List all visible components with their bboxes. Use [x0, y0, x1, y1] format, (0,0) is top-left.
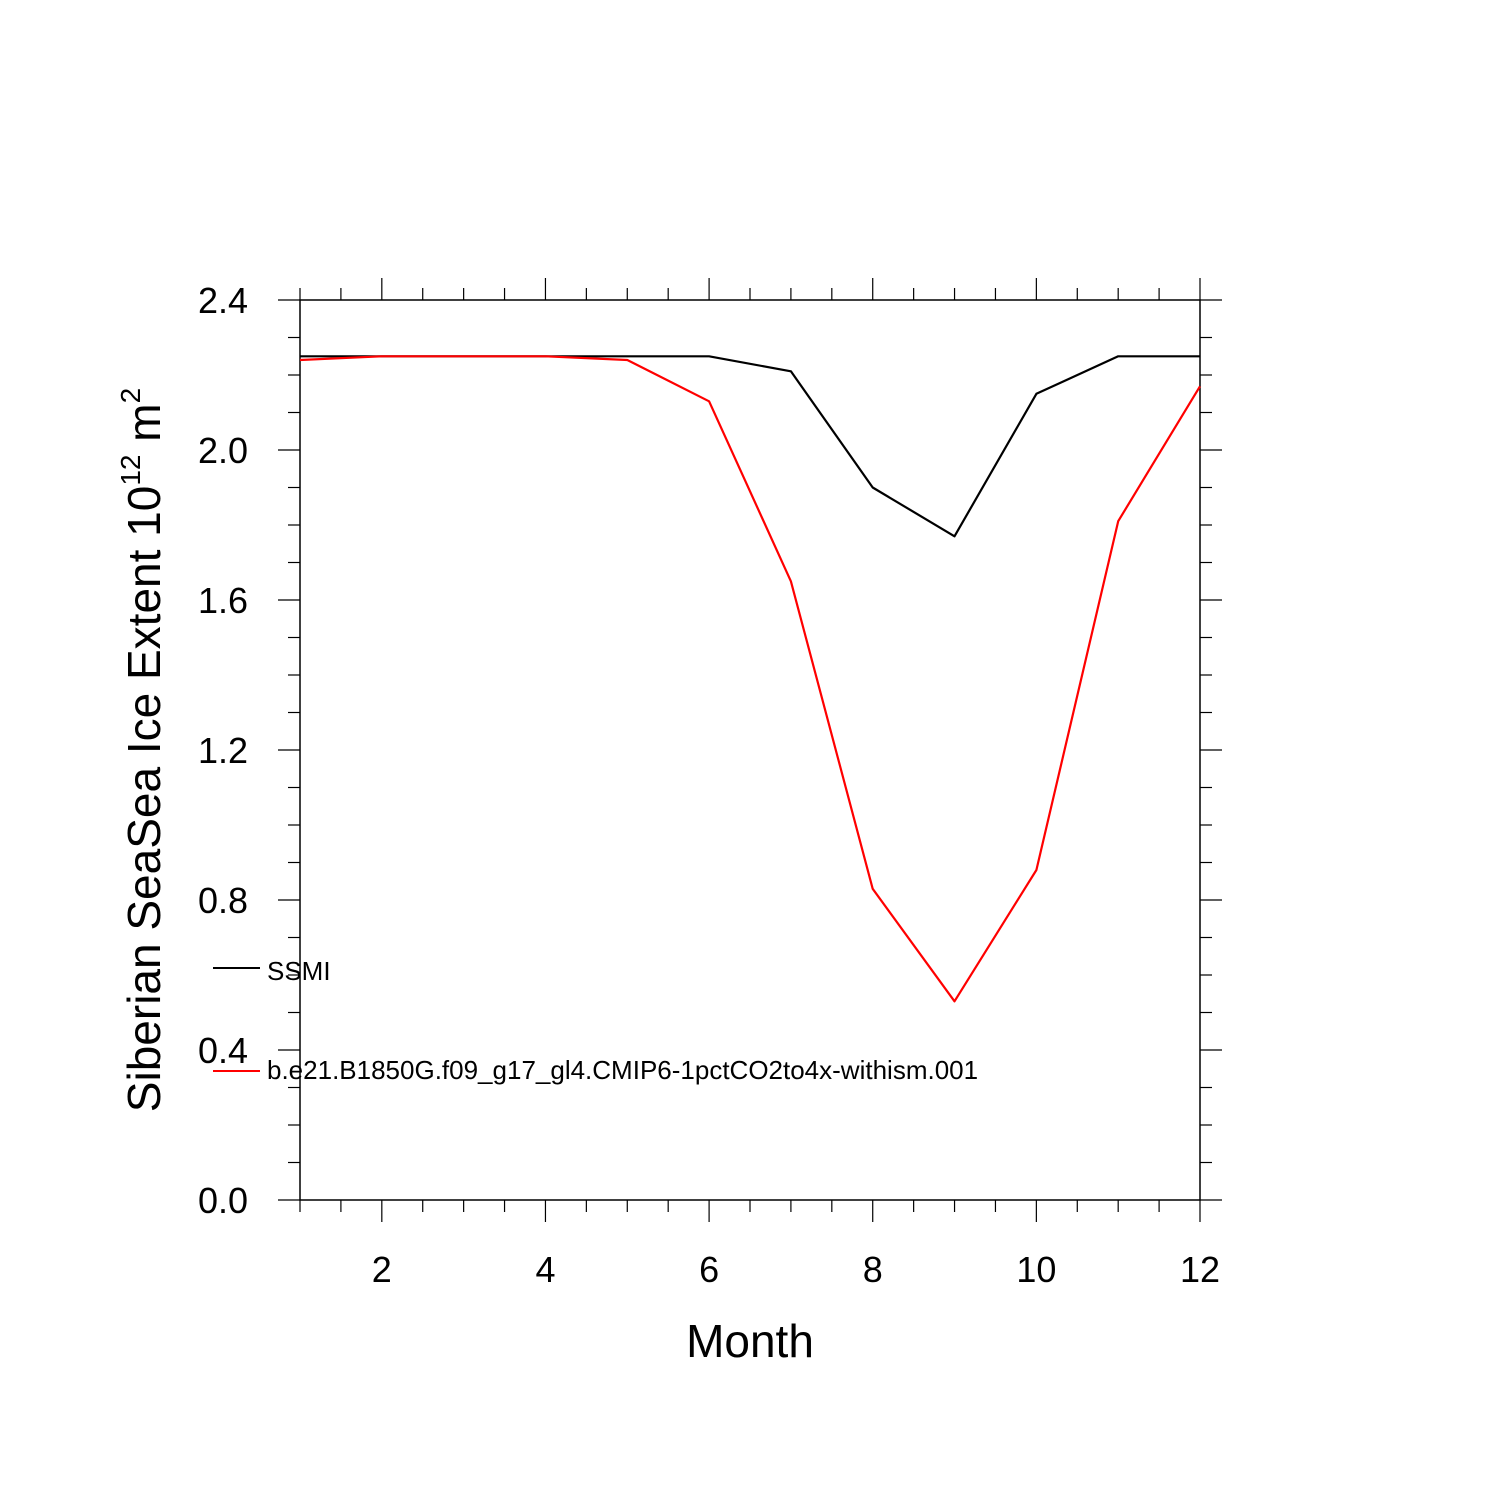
y-tick-label: 2.4	[198, 280, 248, 321]
legend-label-model: b.e21.B1850G.f09_g17_gl4.CMIP6-1pctCO2to…	[267, 1055, 978, 1085]
y-axis-title-unit: m	[118, 403, 170, 441]
legend-entry-ssmi: SSMI	[213, 956, 331, 986]
x-tick-label: 10	[1016, 1249, 1056, 1290]
x-tick-label: 6	[699, 1249, 719, 1290]
tick-labels: 2 4 6 8 10 12 0.0 0.4 0.8 1.2 1.6 2.0 2.4	[198, 280, 1220, 1290]
plot-frame	[299, 299, 1201, 1201]
series-line-1	[299, 355, 1201, 1003]
series-lines	[299, 355, 1201, 1003]
x-tick-label: 12	[1180, 1249, 1220, 1290]
y-axis-title-unit-exponent: 2	[115, 388, 146, 404]
x-tick-label: 4	[535, 1249, 555, 1290]
x-tick-label: 8	[863, 1249, 883, 1290]
legend: SSMI b.e21.B1850G.f09_g17_gl4.CMIP6-1pct…	[213, 956, 978, 1085]
y-tick-label: 0.0	[198, 1180, 248, 1221]
axis-ticks	[278, 278, 1222, 1222]
y-tick-label: 2.0	[198, 430, 248, 471]
y-axis-title: Siberian SeaSea Ice Extent 1012 m2	[115, 388, 170, 1112]
y-axis-title-text: Siberian SeaSea Ice Extent 10	[118, 486, 170, 1113]
x-axis-title: Month	[686, 1315, 814, 1367]
x-tick-label: 2	[372, 1249, 392, 1290]
y-tick-label: 0.4	[198, 1030, 248, 1071]
y-axis-title-exponent: 12	[115, 455, 146, 486]
series-line-0	[300, 355, 1200, 538]
y-tick-label: 0.8	[198, 880, 248, 921]
legend-label-ssmi: SSMI	[267, 956, 331, 986]
svg-text:Siberian SeaSea Ice Extent 101: Siberian SeaSea Ice Extent 1012 m2	[115, 388, 170, 1112]
legend-entry-model: b.e21.B1850G.f09_g17_gl4.CMIP6-1pctCO2to…	[213, 1055, 978, 1085]
y-tick-label: 1.2	[198, 730, 248, 771]
y-tick-label: 1.6	[198, 580, 248, 621]
